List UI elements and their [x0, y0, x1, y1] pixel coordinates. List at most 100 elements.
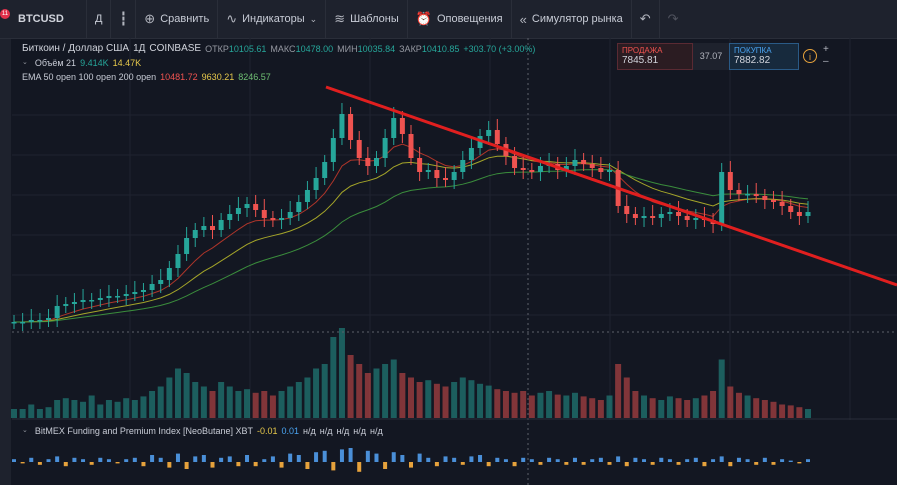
- volume-bar: [114, 401, 121, 418]
- candle-body: [348, 114, 354, 140]
- indicator-bar: [503, 459, 508, 462]
- indicator-bar: [262, 459, 267, 462]
- indicator-caret-icon[interactable]: ⌄: [22, 427, 28, 434]
- candle-body: [132, 292, 138, 294]
- candle-body: [779, 202, 785, 206]
- indicator-bar: [55, 456, 60, 462]
- volume-bar: [71, 400, 78, 418]
- replay-button[interactable]: « Симулятор рынка: [512, 0, 632, 38]
- indicator-bar: [106, 459, 111, 462]
- candle-body: [667, 212, 673, 214]
- candle-body: [279, 218, 285, 220]
- indicator-bar: [711, 459, 716, 462]
- indicator-legend: ⌄ BitMEX Funding and Premium Index [NeoB…: [22, 426, 383, 436]
- indicator-bar: [806, 459, 810, 462]
- compare-button[interactable]: ⊕ Сравнить: [136, 0, 219, 38]
- candle-body: [63, 304, 69, 306]
- indicator-bar: [736, 457, 741, 462]
- indicator-bar: [728, 462, 733, 467]
- candle-body: [684, 216, 690, 220]
- candle-body: [468, 148, 474, 160]
- volume-bar: [408, 377, 414, 418]
- ema-label: EMA 50 open 100 open 200 open: [22, 72, 157, 82]
- interval-button[interactable]: Д: [87, 0, 112, 38]
- indicator-na-2: н/д: [319, 426, 333, 436]
- collapse-caret-icon[interactable]: ⌄: [22, 59, 28, 66]
- indicator-bar: [702, 462, 707, 467]
- indicator-bar: [495, 457, 500, 462]
- rewind-icon: «: [519, 11, 527, 27]
- candle-body: [149, 284, 155, 290]
- candle-body: [218, 220, 224, 230]
- candle-body: [762, 196, 768, 200]
- indicator-bar: [443, 456, 448, 462]
- volume-bar: [166, 377, 173, 418]
- symbol-search-button[interactable]: BTCUSD: [0, 0, 87, 38]
- candle-body: [736, 190, 742, 194]
- candle-body: [434, 170, 440, 178]
- volume-bar: [123, 398, 130, 418]
- volume-bar: [235, 391, 242, 418]
- chart-type-button[interactable]: ┇: [111, 0, 137, 38]
- chevron-down-icon: ⌄: [309, 13, 318, 24]
- volume-bar: [649, 398, 656, 418]
- buy-button[interactable]: ПОКУПКА 7882.82: [729, 43, 799, 70]
- notification-badge[interactable]: 11: [0, 9, 10, 19]
- alerts-button[interactable]: ⏰ Оповещения: [408, 0, 512, 38]
- volume-bar: [485, 385, 492, 418]
- indicator-bar: [270, 456, 275, 462]
- undo-button[interactable]: ↶: [632, 0, 660, 38]
- templates-label: Шаблоны: [350, 13, 399, 25]
- minus-icon[interactable]: –: [823, 56, 829, 67]
- indicator-bar: [478, 455, 483, 462]
- volume-bar: [744, 395, 751, 418]
- candle-body: [287, 212, 293, 218]
- candle-body: [71, 302, 77, 304]
- volume-bar: [727, 386, 734, 418]
- change-value: +303.70 (+3.00%): [463, 44, 536, 54]
- volume-bar: [97, 404, 104, 418]
- candle-body: [529, 170, 535, 172]
- candle-body: [598, 168, 604, 172]
- candle-body: [451, 172, 457, 180]
- volume-bar: [770, 401, 777, 418]
- templates-button[interactable]: ≋ Шаблоны: [326, 0, 408, 38]
- indicator-bar: [512, 462, 517, 467]
- volume-bar: [183, 373, 190, 418]
- alarm-clock-icon: ⏰: [415, 11, 432, 26]
- trendline[interactable]: [325, 85, 897, 287]
- indicator-bar: [685, 459, 690, 462]
- candle-body: [261, 210, 267, 218]
- volume-bar: [675, 398, 682, 418]
- indicator-bar: [72, 457, 77, 462]
- candle-body: [589, 164, 595, 168]
- indicator-bar: [81, 459, 86, 462]
- info-icon[interactable]: i: [803, 49, 817, 63]
- indicator-bar: [417, 453, 422, 462]
- volume-bar: [347, 355, 354, 418]
- redo-button[interactable]: ↷: [660, 0, 687, 38]
- candle-body: [494, 130, 500, 144]
- indicator-na-3: н/д: [336, 426, 350, 436]
- volume-bar: [606, 395, 613, 418]
- volume-bar: [615, 364, 622, 418]
- sell-button[interactable]: ПРОДАЖА 7845.81: [617, 43, 693, 70]
- indicator-bar: [339, 449, 344, 462]
- indicator-na-5: н/д: [369, 426, 383, 436]
- compare-label: Сравнить: [160, 13, 210, 25]
- volume-bar: [468, 380, 475, 418]
- volume-bar: [80, 401, 87, 418]
- open-value: 10105.61: [228, 44, 267, 54]
- indicator-bar: [20, 462, 25, 464]
- plus-icon[interactable]: +: [823, 44, 829, 55]
- candle-body: [28, 320, 34, 322]
- indicator-bar: [590, 459, 595, 462]
- indicators-button[interactable]: ∿ Индикаторы ⌄: [218, 0, 327, 38]
- candle-body: [520, 168, 526, 170]
- symbol-title: Биткоин / Доллар США: [22, 43, 130, 54]
- indicator-bar: [322, 450, 327, 462]
- indicator-bar: [409, 462, 413, 468]
- volume-bar: [218, 382, 225, 418]
- volume-bar: [321, 364, 328, 418]
